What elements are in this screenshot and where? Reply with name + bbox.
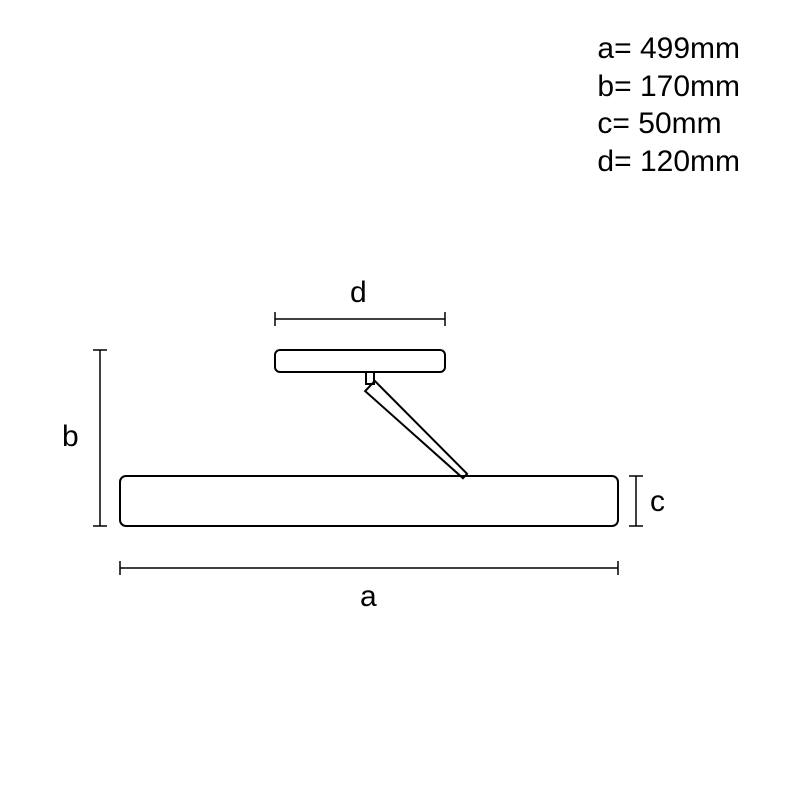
label-a: a: [360, 580, 377, 614]
label-d: d: [350, 276, 367, 310]
label-c: c: [650, 485, 665, 519]
technical-drawing: [0, 0, 800, 800]
label-b: b: [62, 420, 79, 454]
